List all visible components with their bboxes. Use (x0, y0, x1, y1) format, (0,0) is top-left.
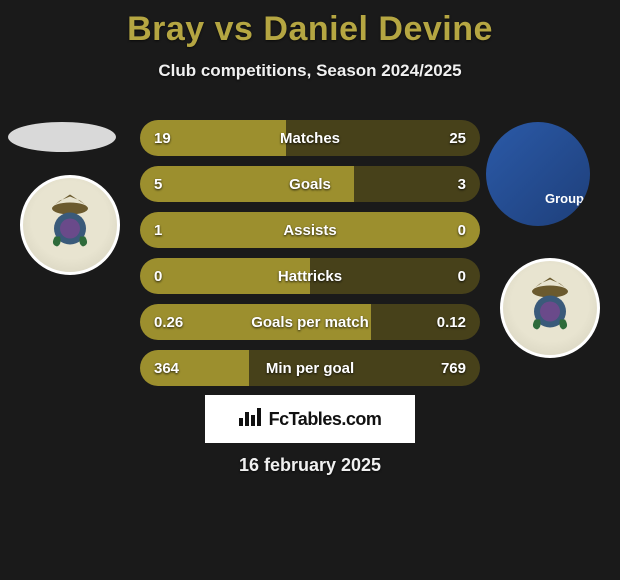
player-b-name: Daniel Devine (263, 10, 492, 48)
player-a-silhouette (8, 122, 116, 152)
stat-row-goals: 5 Goals 3 (140, 166, 480, 202)
stat-row-goals-per-match: 0.26 Goals per match 0.12 (140, 304, 480, 340)
stat-left-value: 0 (154, 268, 162, 285)
vs-text: vs (215, 10, 254, 48)
stat-label: Min per goal (266, 360, 354, 377)
stats-comparison: 19 Matches 25 5 Goals 3 1 Assists 0 0 Ha… (140, 120, 480, 396)
player-a-club-crest (20, 175, 120, 275)
snapshot-date: 16 february 2025 (239, 455, 381, 476)
stat-row-hattricks: 0 Hattricks 0 (140, 258, 480, 294)
stat-left-value: 364 (154, 360, 179, 377)
stat-right-value: 0 (458, 222, 466, 239)
brand-text: FcTables.com (269, 409, 382, 430)
stat-right-value: 3 (458, 176, 466, 193)
comparison-title: Bray vs Daniel Devine (0, 0, 620, 49)
brand-logo-icon (239, 406, 263, 432)
stat-left-value: 1 (154, 222, 162, 239)
stat-row-matches: 19 Matches 25 (140, 120, 480, 156)
crest-icon (515, 270, 585, 340)
stat-left-value: 5 (154, 176, 162, 193)
stat-right-value: 0.12 (437, 314, 466, 331)
player-a-name: Bray (127, 10, 205, 48)
stat-row-min-per-goal: 364 Min per goal 769 (140, 350, 480, 386)
crest-icon (35, 187, 105, 257)
jersey-sponsor-text: Group (545, 191, 584, 206)
stat-left-value: 0.26 (154, 314, 183, 331)
stat-right-value: 25 (449, 130, 466, 147)
stat-right-value: 769 (441, 360, 466, 377)
stat-label: Goals (289, 176, 331, 193)
stat-label: Hattricks (278, 268, 342, 285)
brand-watermark: FcTables.com (205, 395, 415, 443)
subtitle: Club competitions, Season 2024/2025 (0, 61, 620, 81)
player-b-photo: Group (486, 122, 590, 226)
stat-label: Matches (280, 130, 340, 147)
stat-left-value: 19 (154, 130, 171, 147)
stat-row-assists: 1 Assists 0 (140, 212, 480, 248)
player-b-club-crest (500, 258, 600, 358)
stat-label: Assists (283, 222, 336, 239)
stat-label: Goals per match (251, 314, 369, 331)
stat-right-value: 0 (458, 268, 466, 285)
